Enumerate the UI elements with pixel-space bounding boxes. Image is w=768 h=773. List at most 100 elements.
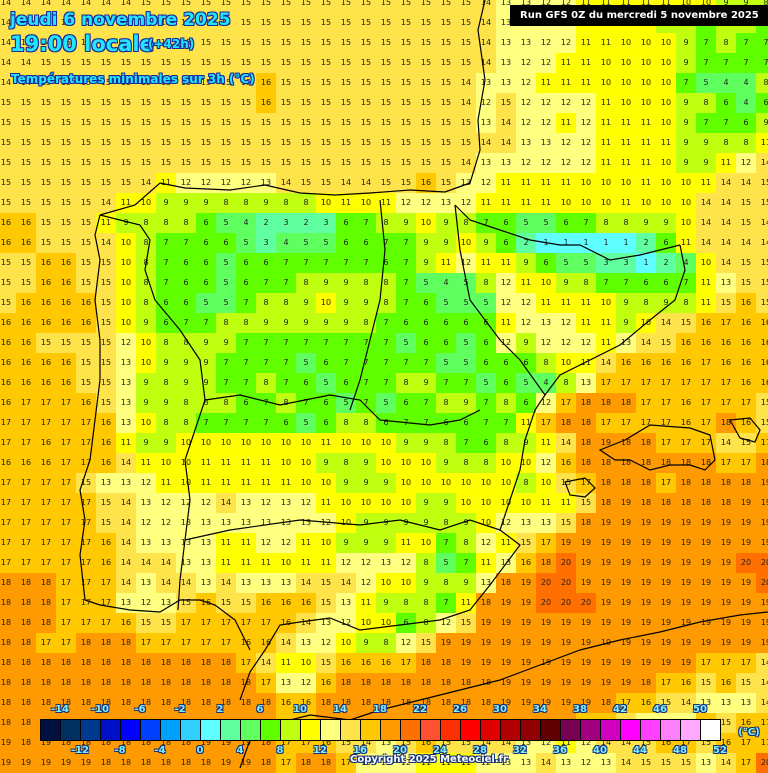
grid-value: 13: [540, 518, 552, 527]
grid-value: 19: [660, 578, 672, 587]
grid-value: 10: [640, 318, 652, 327]
grid-value: 15: [380, 138, 392, 147]
legend-swatch: [541, 720, 561, 740]
grid-value: 9: [683, 98, 689, 107]
grid-value: 10: [300, 458, 312, 467]
grid-value: 18: [20, 578, 32, 587]
grid-value: 19: [480, 638, 492, 647]
grid-value: 19: [520, 618, 532, 627]
grid-value: 7: [423, 398, 429, 407]
grid-value: 15: [20, 158, 32, 167]
grid-value: 13: [120, 398, 132, 407]
grid-value: 1: [623, 238, 629, 247]
legend-swatch: [41, 720, 61, 740]
grid-value: 12: [220, 178, 232, 187]
legend-tick-label: 34: [533, 704, 547, 715]
grid-value: 11: [280, 478, 292, 487]
grid-value: 12: [580, 118, 592, 127]
grid-value: 19: [640, 598, 652, 607]
grid-value: 13: [500, 38, 512, 47]
grid-value: 17: [0, 538, 12, 547]
map-cell: [636, 33, 656, 53]
grid-value: 10: [620, 178, 632, 187]
map-cell: [516, 153, 536, 173]
grid-value: 5: [463, 278, 469, 287]
grid-value: 13: [500, 58, 512, 67]
grid-value: 18: [100, 758, 112, 767]
grid-value: 15: [400, 118, 412, 127]
grid-value: 7: [483, 398, 489, 407]
grid-value: 18: [460, 678, 472, 687]
grid-value: 15: [380, 98, 392, 107]
map-cell: [676, 213, 696, 233]
grid-value: 17: [80, 598, 92, 607]
grid-value: 18: [240, 678, 252, 687]
grid-value: 17: [0, 498, 12, 507]
grid-value: 8: [223, 198, 229, 207]
grid-value: 15: [460, 58, 472, 67]
grid-value: 14: [720, 438, 732, 447]
grid-value: 9: [683, 38, 689, 47]
map-cell: [56, 133, 76, 153]
grid-value: 18: [0, 718, 12, 727]
grid-value: 9: [663, 298, 669, 307]
grid-value: 12: [280, 538, 292, 547]
grid-value: 15: [280, 78, 292, 87]
grid-value: 15: [220, 598, 232, 607]
grid-value: 11: [120, 438, 132, 447]
map-cell: [76, 93, 96, 113]
grid-value: 15: [440, 98, 452, 107]
grid-value: 6: [223, 238, 229, 247]
map-cell: [76, 193, 96, 213]
grid-value: 11: [140, 458, 152, 467]
grid-value: 10: [280, 458, 292, 467]
map-cell: [756, 73, 768, 93]
grid-value: 5: [463, 358, 469, 367]
grid-value: 17: [60, 398, 72, 407]
grid-value: 15: [0, 98, 12, 107]
map-cell: [16, 193, 36, 213]
grid-value: 16: [20, 318, 32, 327]
grid-value: 19: [680, 578, 692, 587]
grid-value: 5: [463, 338, 469, 347]
grid-value: 10: [680, 198, 692, 207]
grid-value: 15: [380, 18, 392, 27]
map-cell: [516, 53, 536, 73]
grid-value: 15: [740, 218, 752, 227]
grid-value: 17: [200, 618, 212, 627]
grid-value: 7: [163, 278, 169, 287]
grid-value: 15: [320, 598, 332, 607]
grid-value: 11: [300, 558, 312, 567]
grid-value: 18: [160, 758, 172, 767]
grid-value: 20: [540, 598, 552, 607]
grid-value: 18: [660, 498, 672, 507]
grid-value: 11: [760, 138, 768, 147]
grid-value: 8: [363, 418, 369, 427]
grid-value: 6: [503, 378, 509, 387]
grid-value: 13: [120, 418, 132, 427]
grid-value: 11: [520, 418, 532, 427]
grid-value: 17: [60, 598, 72, 607]
grid-value: 6: [483, 318, 489, 327]
map-cell: [736, 33, 756, 53]
grid-value: 13: [340, 598, 352, 607]
grid-value: 10: [600, 78, 612, 87]
grid-value: 19: [660, 518, 672, 527]
grid-value: 14: [80, 0, 92, 7]
map-cell: [676, 153, 696, 173]
grid-value: 15: [760, 198, 768, 207]
grid-value: 6: [403, 318, 409, 327]
grid-value: 15: [60, 338, 72, 347]
grid-value: 9: [523, 338, 529, 347]
legend-swatch: [341, 720, 361, 740]
grid-value: 7: [263, 338, 269, 347]
grid-value: 7: [703, 58, 709, 67]
legend-swatch: [201, 720, 221, 740]
forecast-date: jeudi 6 novembre 2025: [10, 10, 231, 30]
grid-value: 11: [560, 58, 572, 67]
grid-value: 14: [760, 698, 768, 707]
grid-value: 7: [163, 238, 169, 247]
map-cell: [736, 173, 756, 193]
grid-value: 17: [200, 638, 212, 647]
grid-value: 14: [180, 578, 192, 587]
